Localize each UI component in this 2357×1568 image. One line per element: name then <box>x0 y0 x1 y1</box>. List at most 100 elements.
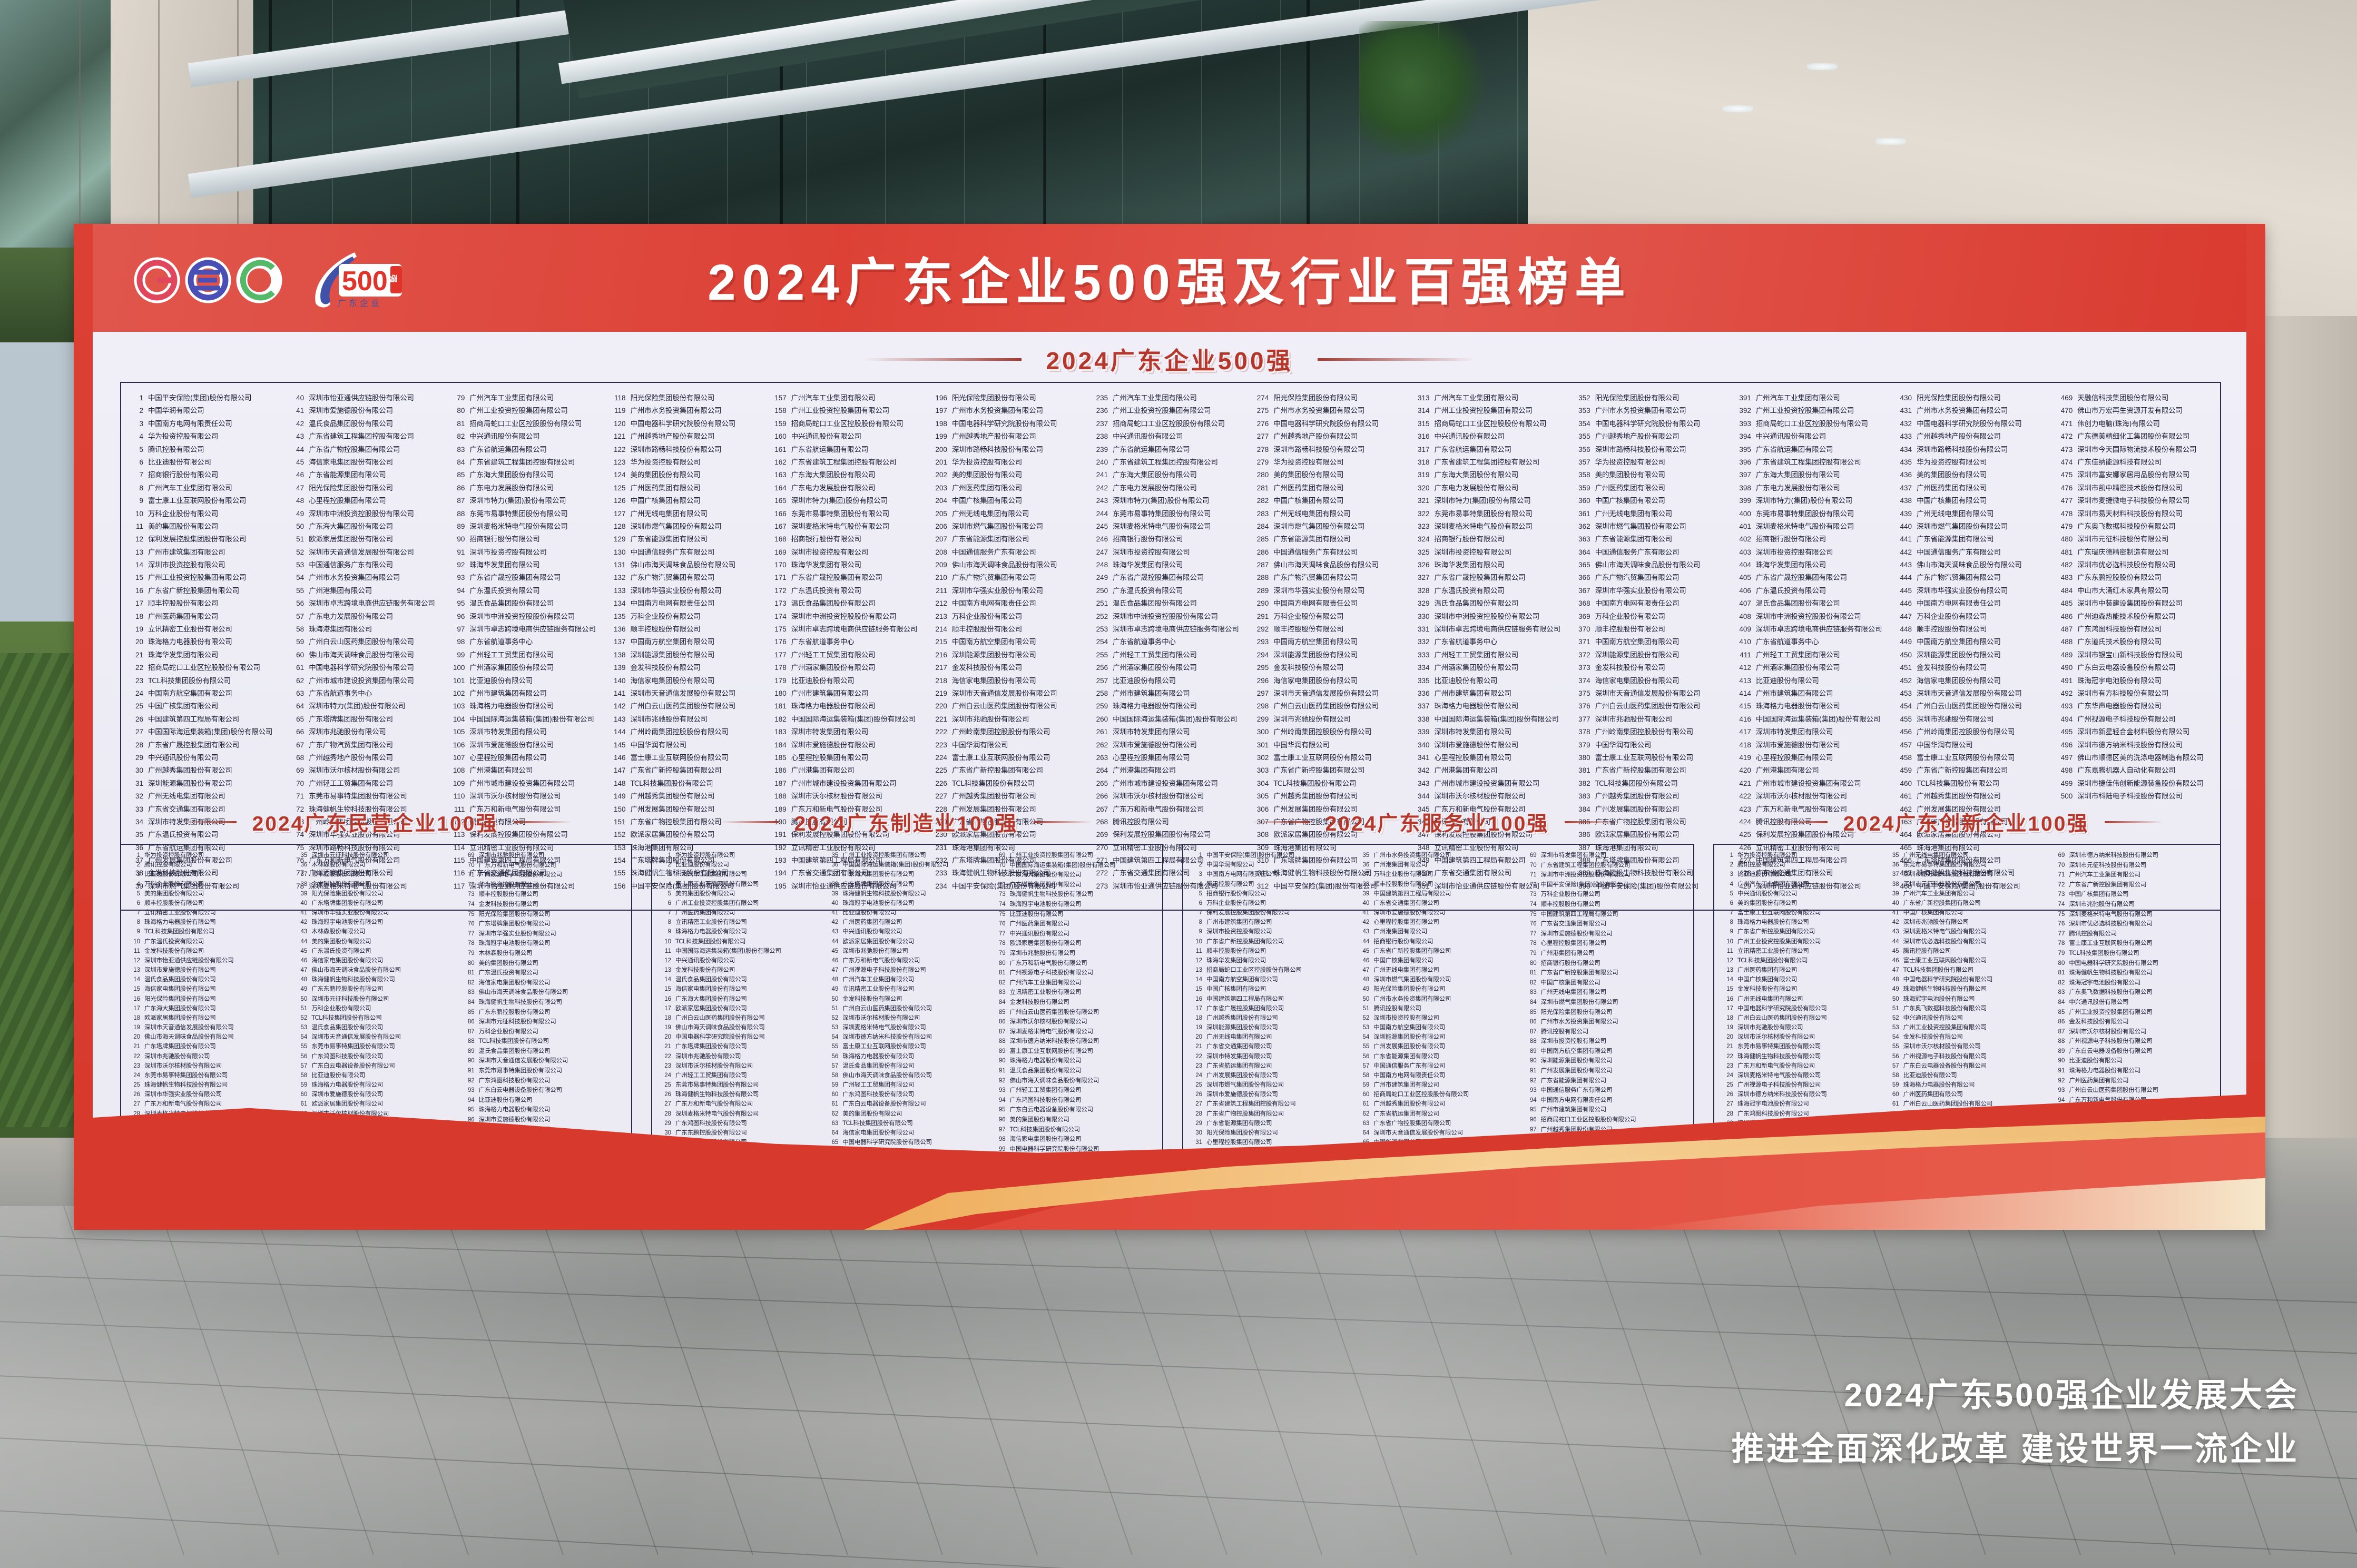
svg-text:广东企业: 广东企业 <box>338 298 382 308</box>
company-name: 广东省交通集团有限公司 <box>148 805 225 814</box>
rank-number: 269 <box>1096 831 1108 839</box>
list-item: 18 欧派家居集团股份有限公司 <box>126 1014 293 1024</box>
company-name: 广东省广新控股集团有限公司 <box>1903 899 1981 906</box>
list-item: 24 广州轻工工贸集团有限公司 <box>657 1072 824 1082</box>
rank-number: 2 <box>136 862 140 869</box>
rank-number: 40 <box>1362 900 1370 906</box>
rank-number: 225 <box>935 766 947 775</box>
table-row: 53 中国通信服务广东有限公司 <box>286 561 447 574</box>
company-name: 富士康工业互联网股份有限公司 <box>1595 753 1693 762</box>
section-service-title-text: 2024广东服务业100强 <box>1325 813 1549 835</box>
banner-right-rail <box>2246 224 2265 1230</box>
table-row: 36 广东省航运集团有限公司 <box>125 844 286 857</box>
company-name: 东莞市易事特集团股份有限公司 <box>478 1067 562 1074</box>
company-name: 立讯精密工业股份有限公司 <box>1113 843 1197 852</box>
company-name: 阳光保险集团股份有限公司 <box>1595 394 1680 402</box>
company-name: 广州医药集团有限公司 <box>1009 920 1069 928</box>
rank-number: 364 <box>1578 548 1590 556</box>
table-row: 170 珠海华发集团有限公司 <box>769 561 929 574</box>
table-row: 239 广东省航运集团有限公司 <box>1090 446 1251 459</box>
company-name: 广州岭南集团控股股份有限公司 <box>951 728 1050 737</box>
rank-number: 26 <box>664 1091 671 1098</box>
rank-number: 69 <box>467 852 475 859</box>
event-banner: 500 强 广东企业 2024广东企业500强及行业百强榜单 2024广东企业5… <box>74 224 2265 1230</box>
rank-number: 27 <box>664 1101 671 1108</box>
company-name: 深圳市投资控股有限公司 <box>148 561 225 570</box>
company-name: 深圳市投资控股有限公司 <box>1373 1013 1439 1021</box>
company-name: 广州医药集团有限公司 <box>1595 484 1665 492</box>
list-item: 96 深圳市爱施德股份有限公司 <box>461 1117 628 1127</box>
rank-number: 127 <box>614 509 626 518</box>
table-row: 351 深圳市怡亚通供应链股份有限公司 <box>1412 883 1573 895</box>
table-row: 88 东莞市易事特集团股份有限公司 <box>447 510 607 523</box>
table-row: 381 广东省广新控股集团有限公司 <box>1573 767 1733 780</box>
rank-number: 19 <box>1195 1024 1202 1031</box>
table-row: 105 深圳市特发集团有限公司 <box>447 728 607 741</box>
list-item: 4 腾讯控股有限公司 <box>1189 881 1356 891</box>
rank-number: 425 <box>1739 831 1751 839</box>
rank-number: 280 <box>1256 471 1269 479</box>
table-row: 336 广州市建筑集团有限公司 <box>1412 690 1573 703</box>
rank-number: 39 <box>135 882 143 890</box>
rank-number: 174 <box>774 612 787 620</box>
rank-number: 38 <box>135 869 143 877</box>
rank-number: 326 <box>1417 561 1430 569</box>
company-name: 腾讯控股有限公司 <box>1903 946 1951 954</box>
table-row: 379 中国华润有限公司 <box>1573 742 1733 754</box>
company-name: 广东省广物控股集团有限公司 <box>309 445 400 454</box>
rank-number: 53 <box>296 561 305 569</box>
company-name: 招商局蛇口工业区控股股份有限公司 <box>1540 1116 1636 1123</box>
list-item: 71 深圳市中洲投资控股股份有限公司 <box>1523 872 1690 882</box>
list-item: 27 广东省建筑工程集团控股有限公司 <box>1189 1101 1356 1110</box>
table-row: 131 佛山市海天调味食品股份有限公司 <box>608 561 769 574</box>
rank-number: 194 <box>774 869 787 877</box>
rank-number: 229 <box>935 817 947 826</box>
company-name: 广东省建筑工程集团控股有限公司 <box>1434 458 1540 467</box>
rank-number: 488 <box>2060 638 2073 646</box>
list-item: 72 中国平安保险(集团)股份有限公司 <box>1523 881 1690 892</box>
list-item: 8 珠海格力电器股份有限公司 <box>126 919 293 929</box>
company-name: 广州视源电子科技股份有限公司 <box>2077 715 2176 724</box>
table-row: 397 广东海大集团股份有限公司 <box>1733 471 1894 484</box>
table-row: 280 美的集团股份有限公司 <box>1251 471 1411 484</box>
company-name: 广东省能源集团有限公司 <box>1373 1052 1439 1060</box>
company-name: 心里程控股集团有限公司 <box>469 753 547 762</box>
table-row: 429 深圳市怡亚通供应链股份有限公司 <box>1733 883 1894 895</box>
rank-number: 286 <box>1256 548 1269 556</box>
table-row: 281 广州医药集团有限公司 <box>1251 485 1411 497</box>
rank-number: 80 <box>467 960 475 967</box>
company-name: 深圳麦格米特电气股份有限公司 <box>309 882 407 891</box>
company-name: 广州市水务投资集团有限公司 <box>1373 994 1451 1002</box>
table-row: 14 深圳市投资控股有限公司 <box>125 561 286 574</box>
company-name: 广州汽车工业集团有限公司 <box>1903 889 1975 897</box>
company-name: 中国南方电网有限责任公司 <box>630 599 715 608</box>
table-row: 340 深圳市爱施德股份有限公司 <box>1412 742 1573 754</box>
company-name: 中国南方电网有限责任公司 <box>1917 599 2001 608</box>
ranking-column: 157 广州汽车工业集团有限公司 158 广州工业投资控股集团有限公司 159 招商局蛇口… <box>769 391 929 902</box>
list-item: 5 中兴通讯股份有限公司 <box>1720 890 1885 900</box>
rank-number: 302 <box>1256 753 1269 762</box>
company-name: 万科企业股份有限公司 <box>1595 612 1665 621</box>
company-name: 深圳麦格米特电气股份有限公司 <box>1737 1071 1821 1079</box>
list-item: 13 广州医药集团有限公司 <box>1720 967 1885 977</box>
rank-number: 338 <box>1417 715 1430 723</box>
company-name: 广州市水务投资集团有限公司 <box>1373 851 1451 859</box>
rank-number: 355 <box>1578 432 1590 441</box>
company-name: 广州白云山医药集团股份有限公司 <box>1917 702 2022 711</box>
company-name: 广东省广新控股集团有限公司 <box>630 766 722 775</box>
rank-number: 43 <box>1362 929 1370 935</box>
company-name: 广州工业投资控股集团有限公司 <box>148 574 247 583</box>
table-row: 32 广州无线电集团有限公司 <box>125 793 286 805</box>
list-item: 6 美的集团股份有限公司 <box>1720 900 1885 910</box>
rank-number: 79 <box>467 950 475 956</box>
rank-number: 205 <box>935 509 947 518</box>
rank-number: 200 <box>935 445 947 453</box>
company-name: 广州工业投资控股集团有限公司 <box>842 851 926 859</box>
rank-number: 46 <box>300 957 308 964</box>
rank-number: 305 <box>1256 792 1269 801</box>
company-name: 广东省建筑工程集团控股有限公司 <box>1206 1100 1296 1108</box>
rank-number: 49 <box>1362 986 1370 993</box>
rank-number: 100 <box>453 664 465 672</box>
table-row: 416 中国国际海运集装箱(集团)股份有限公司 <box>1733 716 1894 728</box>
rank-number: 47 <box>300 967 308 974</box>
